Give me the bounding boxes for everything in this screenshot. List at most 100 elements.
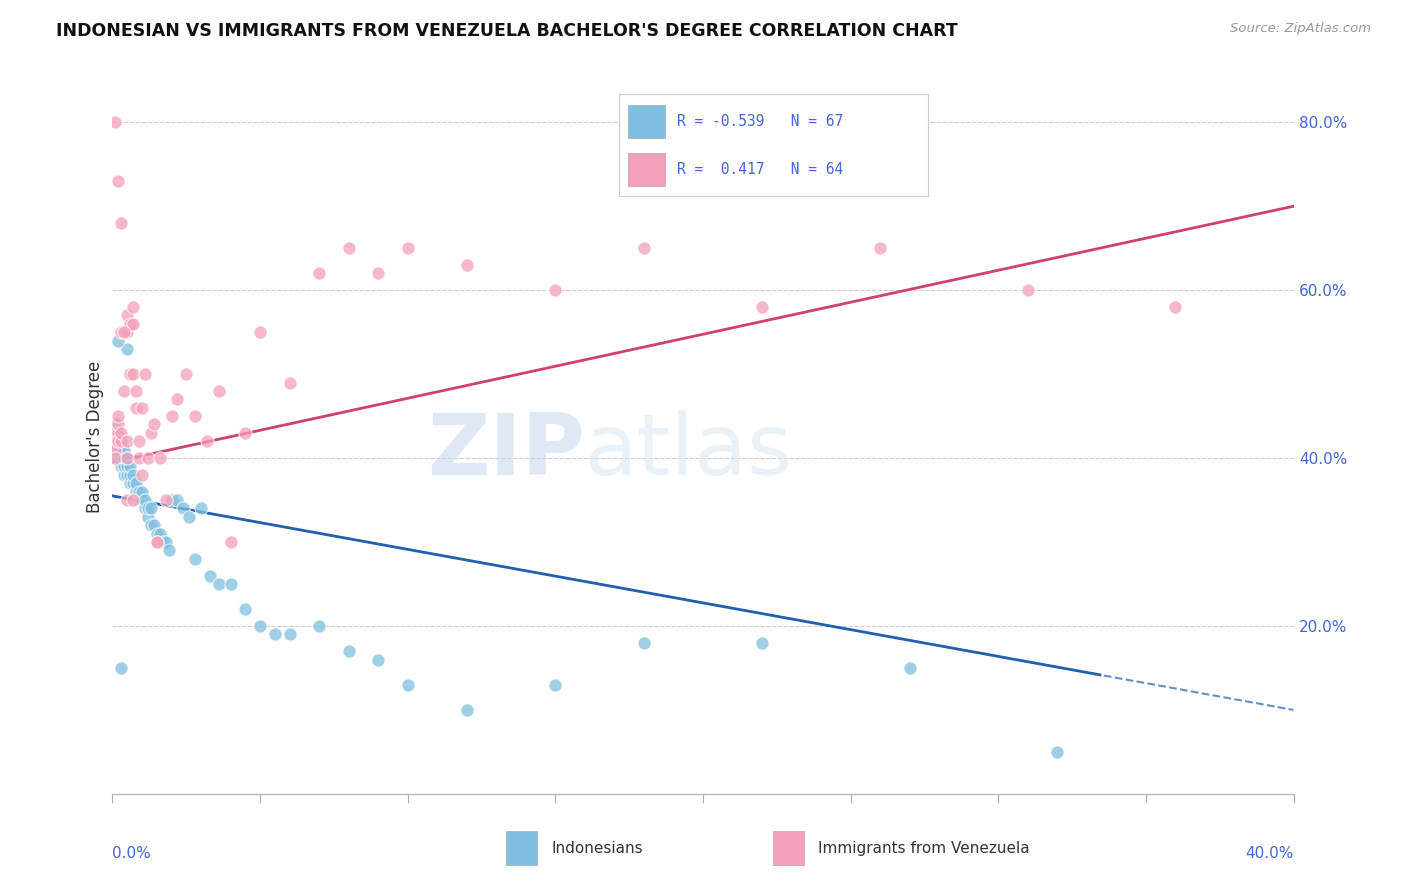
Point <box>219 577 242 591</box>
Point <box>112 325 135 339</box>
Point <box>104 442 127 457</box>
Text: Immigrants from Venezuela: Immigrants from Venezuela <box>818 841 1031 855</box>
Point <box>104 115 127 129</box>
Point <box>166 392 188 407</box>
Point <box>125 384 148 398</box>
Point <box>166 493 188 508</box>
Point <box>184 551 207 566</box>
Point <box>107 334 129 348</box>
Point <box>136 501 159 516</box>
Point <box>120 317 142 331</box>
Point <box>110 425 132 440</box>
Text: R = -0.539   N = 67: R = -0.539 N = 67 <box>678 114 844 128</box>
Point <box>898 661 921 675</box>
Point <box>117 451 138 466</box>
Point <box>104 425 127 440</box>
Point <box>122 317 145 331</box>
Point <box>134 367 156 381</box>
Point <box>117 467 138 482</box>
Point <box>107 174 129 188</box>
Point <box>157 543 180 558</box>
Point <box>117 434 138 449</box>
Point <box>122 367 145 381</box>
Point <box>110 325 132 339</box>
Point <box>142 518 165 533</box>
Point <box>139 425 162 440</box>
Point <box>544 283 567 297</box>
Point <box>117 451 138 466</box>
Point <box>152 535 174 549</box>
Point <box>160 493 183 508</box>
Point <box>112 325 135 339</box>
Point <box>104 425 127 440</box>
Point <box>184 409 207 423</box>
Point <box>107 434 129 449</box>
Point <box>110 661 132 675</box>
Point <box>367 652 389 666</box>
Point <box>117 309 138 323</box>
Point <box>112 451 135 466</box>
Point <box>308 266 330 280</box>
Point <box>107 417 129 432</box>
Point <box>117 325 138 339</box>
Point <box>112 467 135 482</box>
Point <box>120 476 142 491</box>
Point <box>134 493 156 508</box>
Point <box>160 409 183 423</box>
Point <box>155 493 177 508</box>
Point <box>249 325 271 339</box>
Point <box>139 501 162 516</box>
Point <box>367 266 389 280</box>
Text: ZIP: ZIP <box>427 409 585 493</box>
Text: R =  0.417   N = 64: R = 0.417 N = 64 <box>678 162 844 178</box>
Point <box>107 451 129 466</box>
Point <box>110 434 132 449</box>
Point <box>136 509 159 524</box>
Text: INDONESIAN VS IMMIGRANTS FROM VENEZUELA BACHELOR'S DEGREE CORRELATION CHART: INDONESIAN VS IMMIGRANTS FROM VENEZUELA … <box>56 22 957 40</box>
Point <box>104 425 127 440</box>
Point <box>125 401 148 415</box>
Point <box>278 376 301 390</box>
Point <box>337 644 360 658</box>
Point <box>751 636 773 650</box>
Point <box>396 241 419 255</box>
Point <box>117 459 138 474</box>
Point <box>174 367 197 381</box>
Point <box>104 434 127 449</box>
Point <box>104 442 127 457</box>
Point <box>264 627 287 641</box>
Point <box>233 602 256 616</box>
Point <box>110 459 132 474</box>
Point <box>308 619 330 633</box>
Text: 40.0%: 40.0% <box>1246 846 1294 861</box>
Point <box>110 434 132 449</box>
Point <box>149 526 172 541</box>
Point <box>456 258 478 272</box>
Point <box>456 703 478 717</box>
Bar <box>628 153 665 186</box>
Point <box>112 459 135 474</box>
Point <box>120 467 142 482</box>
Point <box>120 459 142 474</box>
Point <box>1017 283 1039 297</box>
Point <box>131 401 153 415</box>
Point <box>219 535 242 549</box>
Point <box>544 678 567 692</box>
Point <box>869 241 891 255</box>
Point <box>125 484 148 499</box>
Point <box>337 241 360 255</box>
Point <box>155 535 177 549</box>
Point <box>128 484 150 499</box>
Point <box>136 451 159 466</box>
Point <box>131 467 153 482</box>
Point <box>208 384 231 398</box>
Point <box>131 484 153 499</box>
Text: atlas: atlas <box>585 409 793 493</box>
Bar <box>628 105 665 137</box>
Point <box>633 241 655 255</box>
Point <box>396 678 419 692</box>
Text: 0.0%: 0.0% <box>112 846 152 861</box>
Point <box>131 493 153 508</box>
Point <box>1046 745 1069 759</box>
Point <box>633 636 655 650</box>
